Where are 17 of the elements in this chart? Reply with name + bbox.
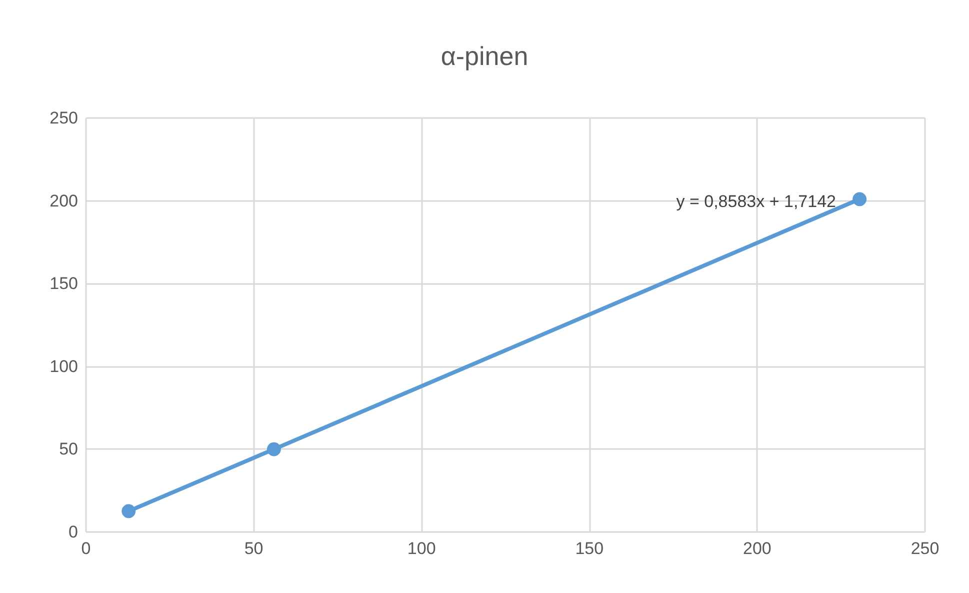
- point: [122, 504, 136, 518]
- x-tick-label: 250: [910, 539, 940, 558]
- x-tick-label: 100: [407, 539, 436, 558]
- y-tick-label: 150: [50, 274, 78, 294]
- point: [852, 192, 867, 206]
- chart-title: α-pinen: [440, 41, 528, 71]
- annotation: y = 0,8583x + 1,7142: [676, 192, 836, 211]
- point: [266, 442, 281, 456]
- x-tick-label: 50: [244, 539, 264, 558]
- x-tick-label: 150: [575, 539, 604, 558]
- y-tick-label: 50: [59, 440, 78, 459]
- x-tick-label: 200: [743, 539, 772, 558]
- y-tick-label: 250: [50, 108, 78, 128]
- x-tick-label: 0: [81, 539, 91, 558]
- y-tick-label: 0: [68, 522, 78, 542]
- y-tick-label: 100: [50, 356, 78, 376]
- y-tick-label: 200: [50, 191, 78, 210]
